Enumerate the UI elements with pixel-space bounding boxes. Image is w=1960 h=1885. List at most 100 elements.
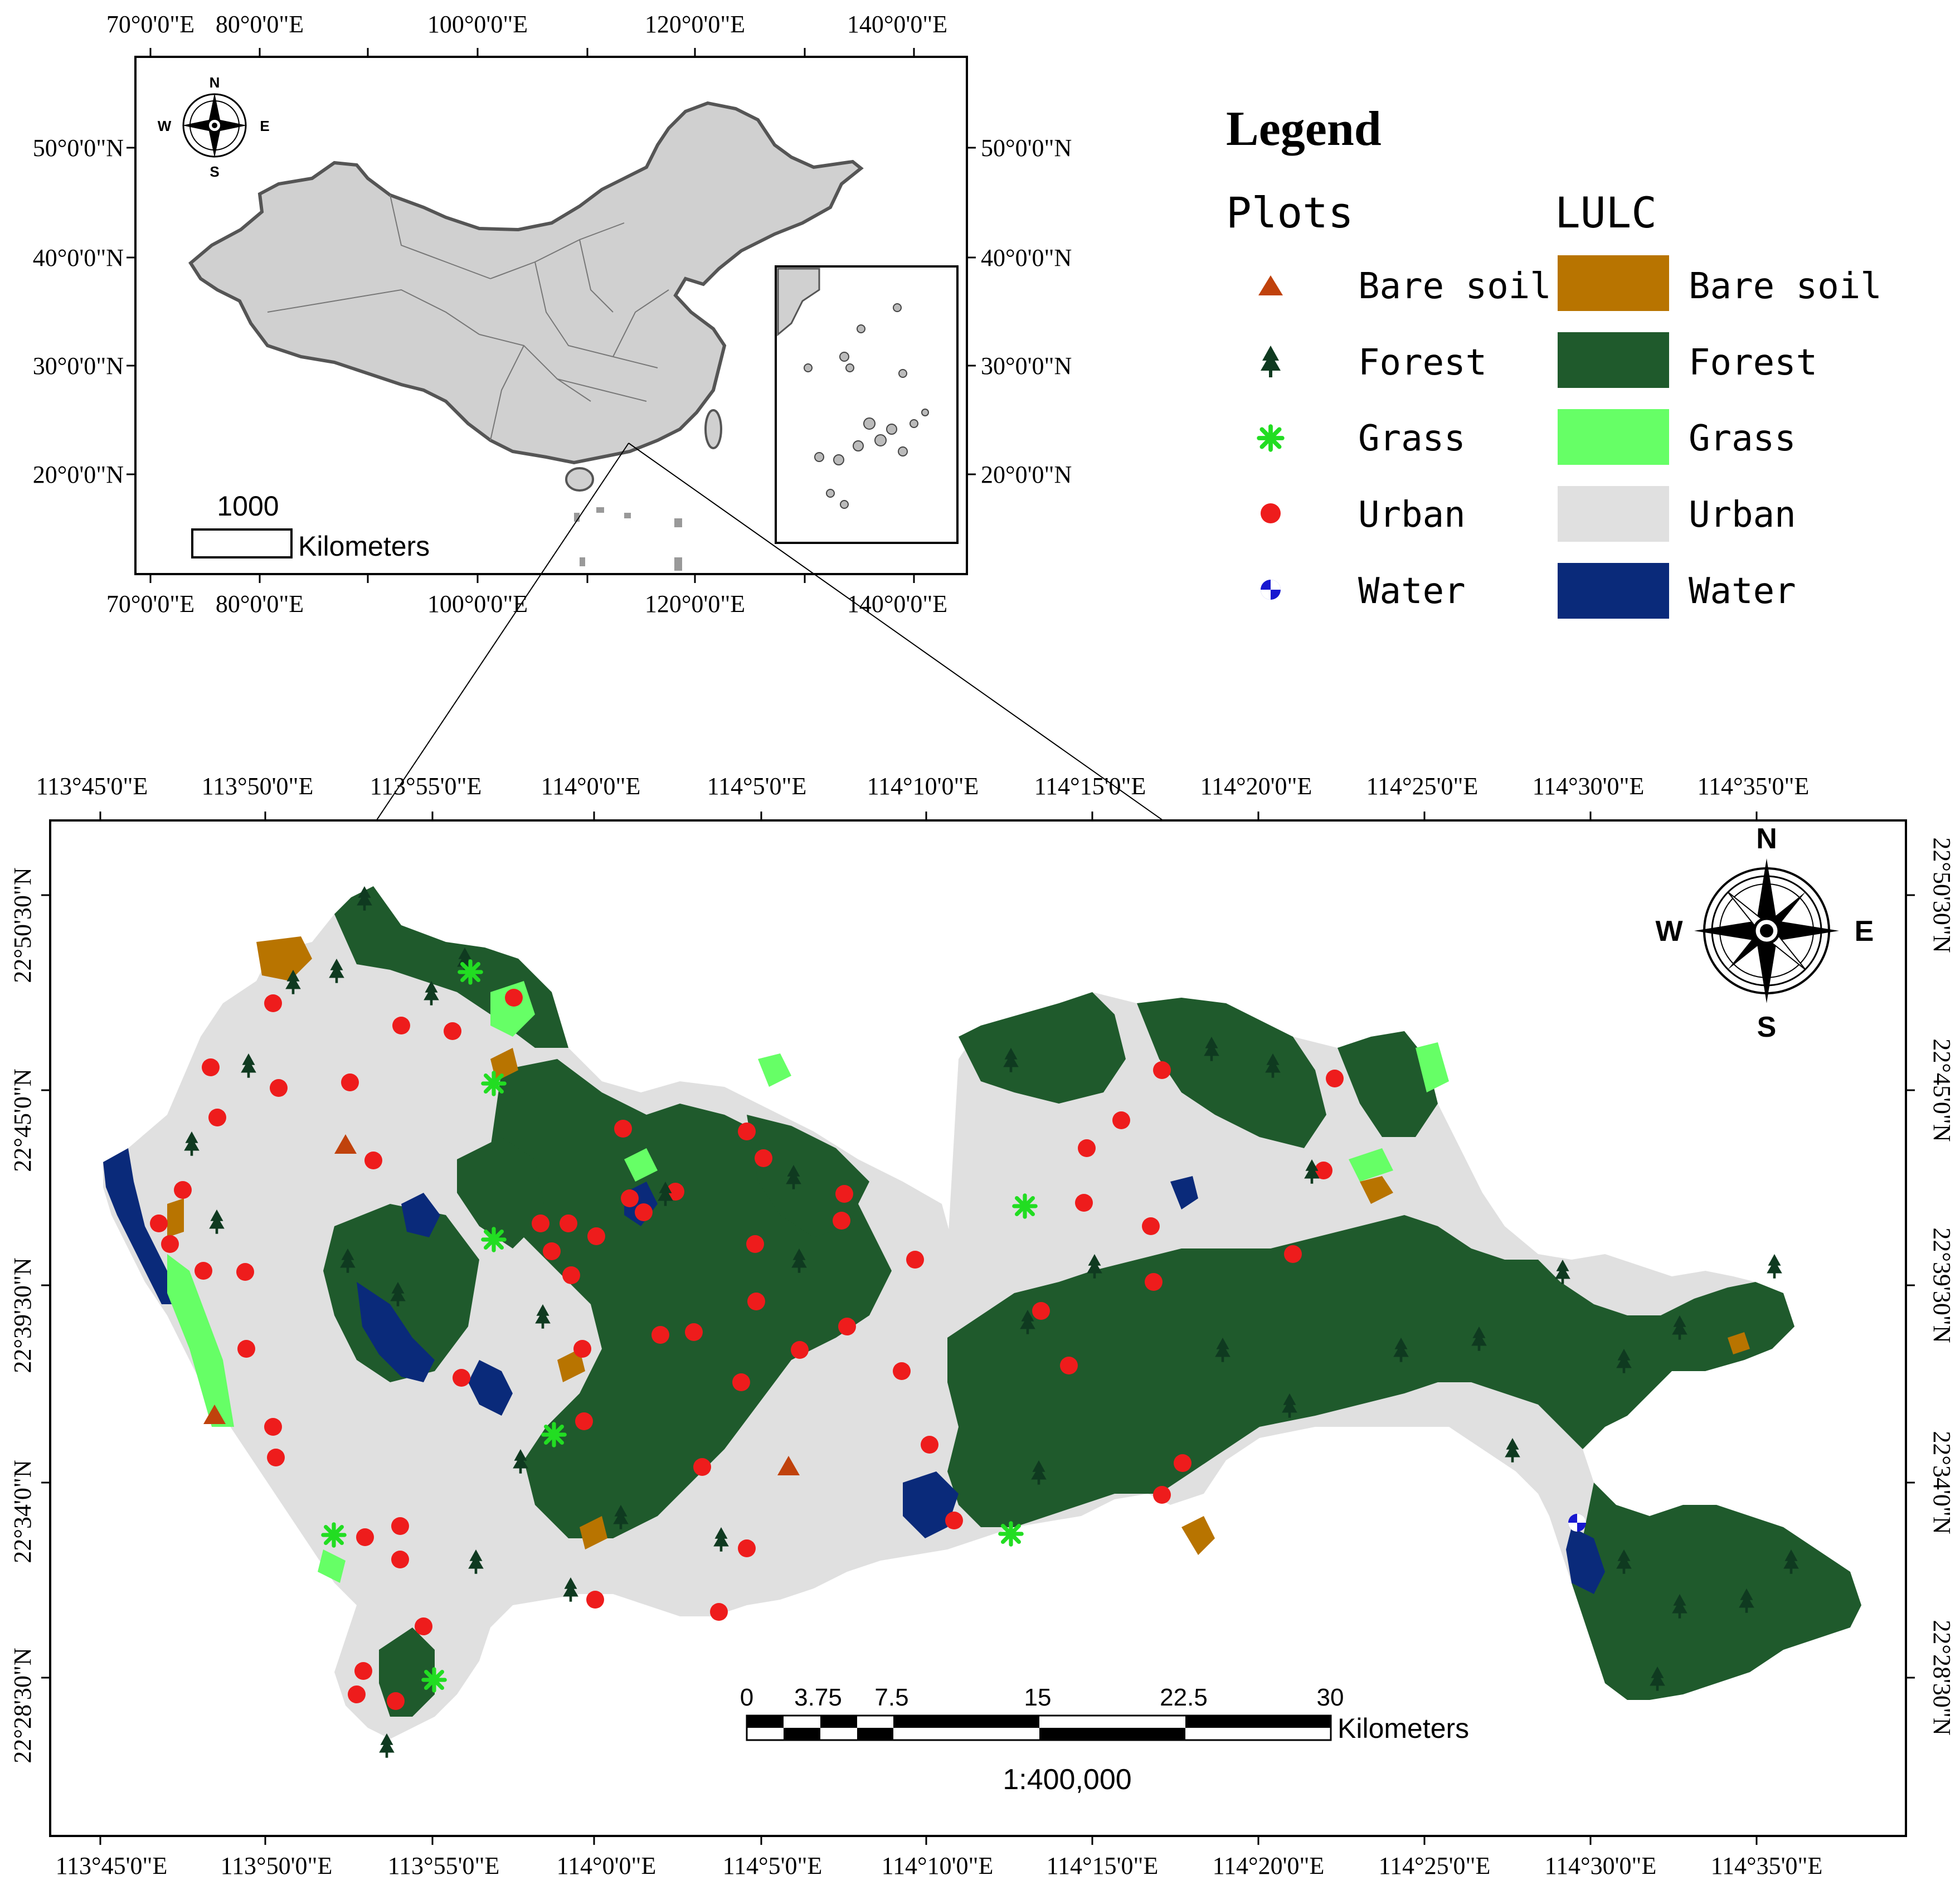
main-top-label: 114°30'0"E [1533,773,1645,800]
legend-lulc-label: Water [1689,571,1796,612]
main-right-label: 22°50'30"N [1928,837,1956,953]
legend-plot-label: Forest [1358,342,1487,383]
main-bottom-label: 114°30'0"E [1545,1852,1657,1879]
scale-tick-label: 7.5 [874,1684,908,1711]
scale-tick-label: 0 [740,1684,753,1711]
main-left-label: 22°28'30"N [9,1648,36,1763]
bare-soil-plots [203,1134,800,1475]
inset-compass: N S E W [158,74,270,180]
inset-right-label: 50°0'0"N [981,134,1072,162]
legend-plots-heading: Plots [1226,188,1354,237]
water-plot [1568,1514,1586,1532]
legend-bare-soil-triangle [1258,275,1283,295]
main-bottom-label: 113°45'0"E [56,1852,168,1879]
main-bottom-label: 114°10'0"E [882,1852,994,1879]
inset-left-label: 50°0'0"N [33,134,124,162]
south-sea-inset [775,265,959,544]
main-right-label: 22°39'30"N [1928,1227,1956,1343]
inset-bottom-label: 140°0'0"E [847,590,947,618]
legend-urban-circle [1261,503,1281,523]
hainan-island [565,467,594,492]
legend-plot-label: Bare soil [1358,266,1552,307]
inset-top-label: 120°0'0"E [645,11,745,38]
inset-right-label: 20°0'0"N [981,461,1072,488]
inset-compass-e: E [260,118,269,134]
main-top-label: 114°0'0"E [541,773,641,800]
main-left-label: 22°50'30"N [9,867,36,983]
main-left-label: 22°39'30"N [9,1257,36,1373]
urban-plots [150,989,1344,1710]
main-ticks [41,812,1915,1845]
inset-bottom-label: 120°0'0"E [645,590,745,618]
inset-left-label: 40°0'0"N [33,244,124,271]
main-bottom-label: 114°20'0"E [1213,1852,1325,1879]
legend-lulc-label: Forest [1689,342,1817,383]
bare-soil-patches [167,936,1750,1555]
main-compass-n: N [1756,823,1777,855]
main-compass-w: W [1655,915,1683,948]
inset-top-label: 80°0'0"E [216,11,304,38]
legend-lulc-label: Grass [1689,418,1796,459]
main-top-label: 114°20'0"E [1200,773,1312,800]
main-left-label: 22°34'0"N [9,1460,36,1563]
inset-bottom-label: 70°0'0"E [106,590,194,618]
inset-top-label: 140°0'0"E [847,11,947,38]
main-top-label: 114°25'0"E [1366,773,1478,800]
main-compass-e: E [1855,915,1874,948]
scale-tick-label: 22.5 [1160,1684,1208,1711]
china-outline [188,101,864,465]
scale-tick-label: 15 [1024,1684,1052,1711]
legend-swatch-forest [1558,332,1669,388]
inset-scale-bar [191,528,293,558]
main-scale-bar: 0 3.75 7.5 15 22.5 30 Kilometers 1:400,0… [740,1684,1469,1796]
western-coast-water [103,1148,178,1304]
legend-swatch-urban [1558,486,1669,542]
south-sea-inset-islands [804,303,929,509]
south-sea-islands [574,507,682,571]
legend-plot-label: Water [1358,571,1466,612]
main-top-label: 114°15'0"E [1034,773,1146,800]
province-lines [267,195,669,441]
main-left-label: 22°45'0"N [9,1068,36,1172]
inset-bottom-label: 100°0'0"E [427,590,528,618]
main-bottom-label: 113°50'0"E [221,1852,333,1879]
legend-plot-label: Grass [1358,418,1466,459]
scale-tick-label: 3.75 [794,1684,842,1711]
inset-left-label: 30°0'0"N [33,352,124,380]
legend-lulc-label: Urban [1689,494,1796,536]
main-top-label: 113°55'0"E [370,773,482,800]
taiwan-island [704,409,722,449]
grass-patches [318,981,1449,1583]
main-bottom-label: 114°25'0"E [1379,1852,1491,1879]
inset-map: 70°0'0"E 80°0'0"E 100°0'0"E 120°0'0"E 14… [33,11,1072,618]
legend-lulc-heading: LULC [1555,188,1657,237]
main-bottom-label: 114°0'0"E [557,1852,656,1879]
inset-compass-w: W [158,118,172,134]
legend-grass-asterisk-icon [1259,426,1282,450]
main-bottom-label: 114°5'0"E [723,1852,823,1879]
main-bottom-label: 113°55'0"E [388,1852,500,1879]
legend: Legend Plots LULC Bare soil Forest Grass… [1226,102,1882,619]
main-scale-ratio: 1:400,000 [1003,1763,1131,1796]
main-top-label: 114°10'0"E [867,773,979,800]
legend-swatch-water [1558,563,1669,619]
legend-title: Legend [1226,102,1382,156]
inset-ticks [127,48,976,583]
inset-right-label: 40°0'0"N [981,244,1072,271]
inset-scale-value: 1000 [217,490,279,522]
main-bottom-label: 114°15'0"E [1047,1852,1159,1879]
inset-left-label: 20°0'0"N [33,461,124,488]
legend-forest-tree-icon [1261,346,1281,377]
main-compass-s: S [1757,1011,1777,1043]
main-right-label: 22°28'30"N [1928,1620,1956,1735]
legend-lulc-label: Bare soil [1689,266,1882,307]
main-bottom-label: 114°35'0"E [1711,1852,1823,1879]
scale-tick-label: 30 [1317,1684,1344,1711]
inset-top-label: 70°0'0"E [106,11,194,38]
main-map: 113°45'0"E 113°50'0"E 113°55'0"E 114°0'0… [9,773,1956,1879]
inset-compass-n: N [210,74,220,91]
west-grass-strip [167,1254,234,1427]
main-top-label: 114°35'0"E [1698,773,1810,800]
main-right-label: 22°34'0"N [1928,1431,1956,1534]
main-compass: N S E W [1655,823,1874,1043]
